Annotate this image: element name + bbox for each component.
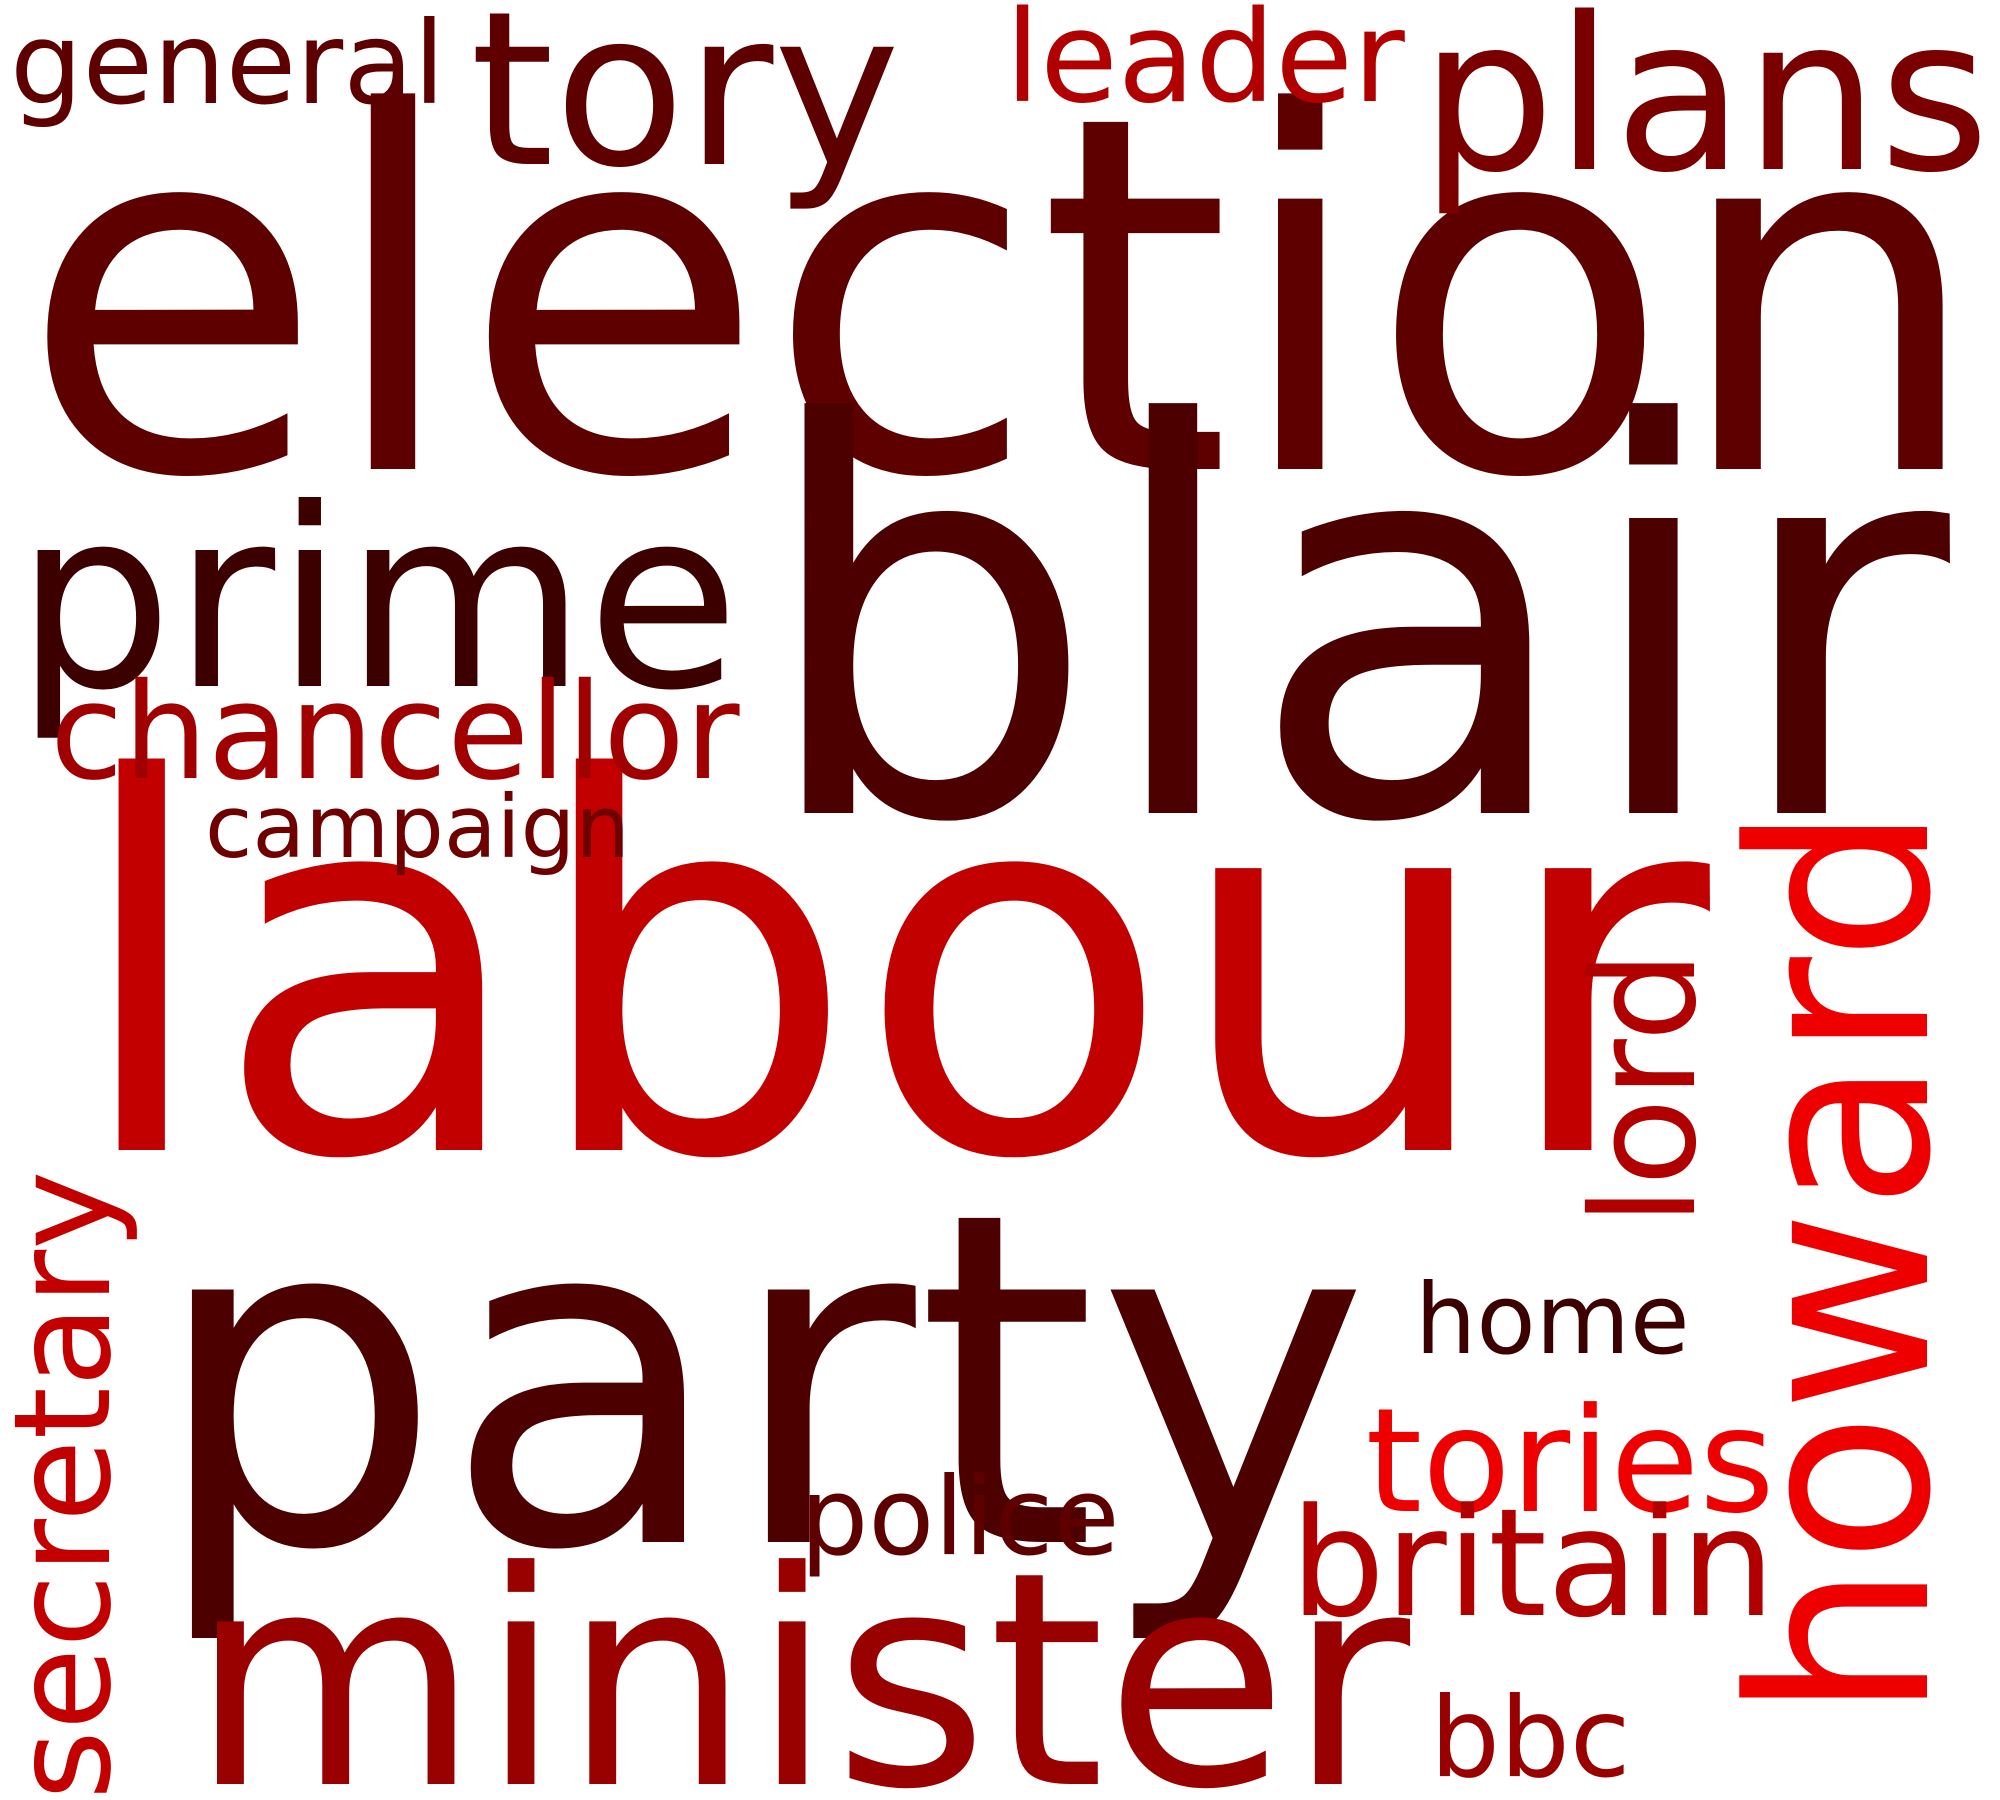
word-police: police [800,1454,1120,1580]
word-minister: minister [190,1509,1411,1800]
word-home: home [1415,1262,1690,1376]
word-tories: tories [1365,1378,1775,1546]
word-leader: leader [1005,0,1405,131]
word-labour: labour [70,672,1710,1272]
word-chancellor: chancellor [50,655,740,810]
word-general: general [10,0,446,131]
word-britain: britain [1290,1477,1776,1651]
word-prime: prime [15,454,740,745]
word-plans: plans [1420,0,1990,220]
word-lord: lord [1561,950,1728,1226]
word-bbc: bbc [1430,1673,1631,1800]
word-tory: tory [470,0,901,215]
word-party: party [150,1112,1370,1651]
word-campaign: campaign [205,777,630,878]
word-secretary: secretary [0,1170,141,1800]
word-election: election [20,9,1985,586]
word-blair: blair [755,313,1950,941]
